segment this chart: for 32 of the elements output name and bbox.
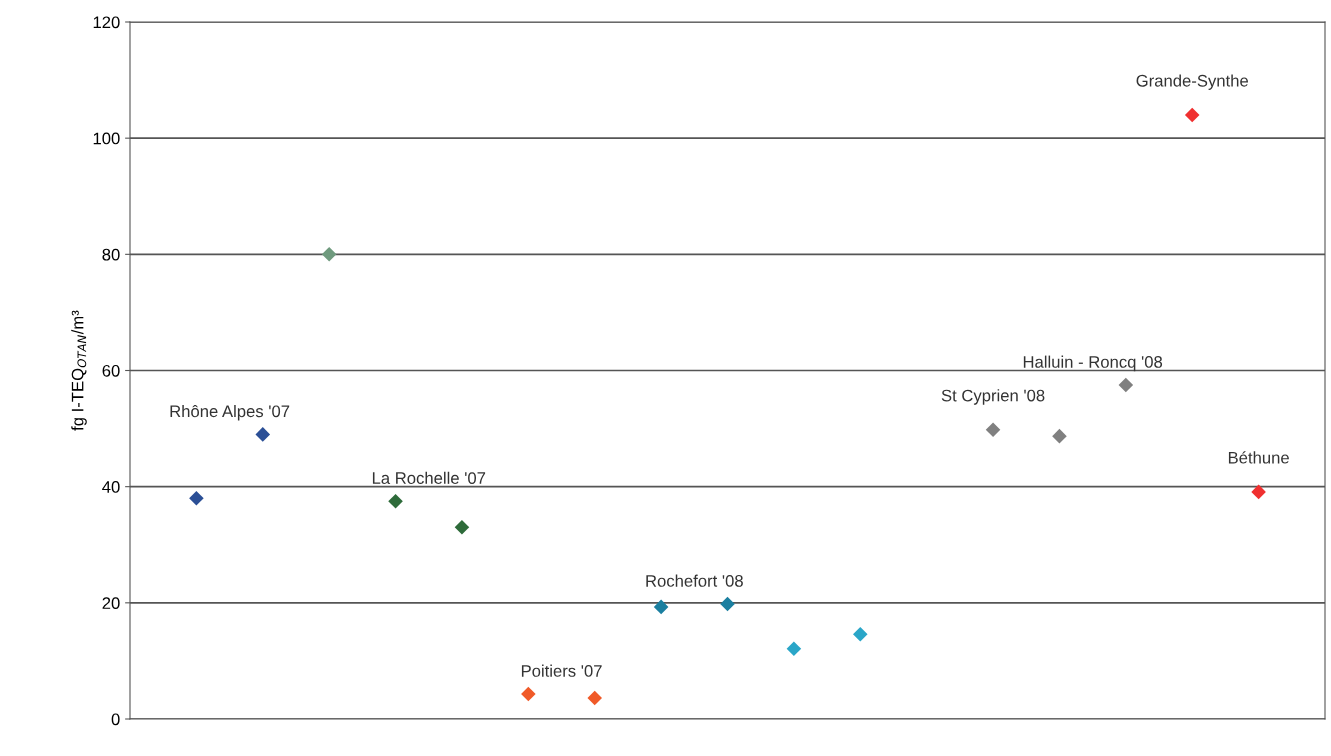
series-label: Halluin - Roncq '08 — [1023, 355, 1163, 372]
point — [1251, 484, 1266, 500]
point — [1184, 107, 1200, 123]
point — [255, 427, 271, 442]
series-label: Rochefort '08 — [646, 574, 743, 587]
series-label: La Rochelle '07 — [372, 471, 486, 484]
point — [1118, 377, 1134, 393]
point — [587, 690, 603, 706]
y-axis-title: fg I-TEQ$_{OTAN}$/m³ — [71, 310, 87, 431]
point — [1052, 428, 1067, 444]
y-tick-label: 80 — [102, 248, 120, 261]
y-tick-label: 20 — [102, 597, 120, 610]
series-label: Poitiers '07 — [521, 664, 602, 677]
series-label: Béthune — [1228, 451, 1289, 464]
y-tick-label: 40 — [102, 481, 120, 493]
point — [521, 686, 536, 702]
y-tick-label: 60 — [102, 364, 120, 377]
y-tick-label: 120 — [93, 16, 120, 29]
series-label: St Cyprien '08 — [941, 389, 1045, 405]
point — [189, 491, 204, 506]
series-label: Rhône Alpes '07 — [170, 404, 290, 421]
point — [985, 422, 1001, 438]
point — [388, 493, 403, 509]
point — [321, 247, 337, 262]
point — [454, 520, 470, 535]
y-tick-label: 0 — [111, 713, 120, 726]
y-tick-label: 100 — [93, 132, 120, 145]
point — [653, 599, 669, 615]
series-label: Grande-Synthe — [1136, 74, 1248, 90]
point — [852, 626, 868, 642]
point — [720, 596, 735, 612]
point — [786, 641, 802, 656]
